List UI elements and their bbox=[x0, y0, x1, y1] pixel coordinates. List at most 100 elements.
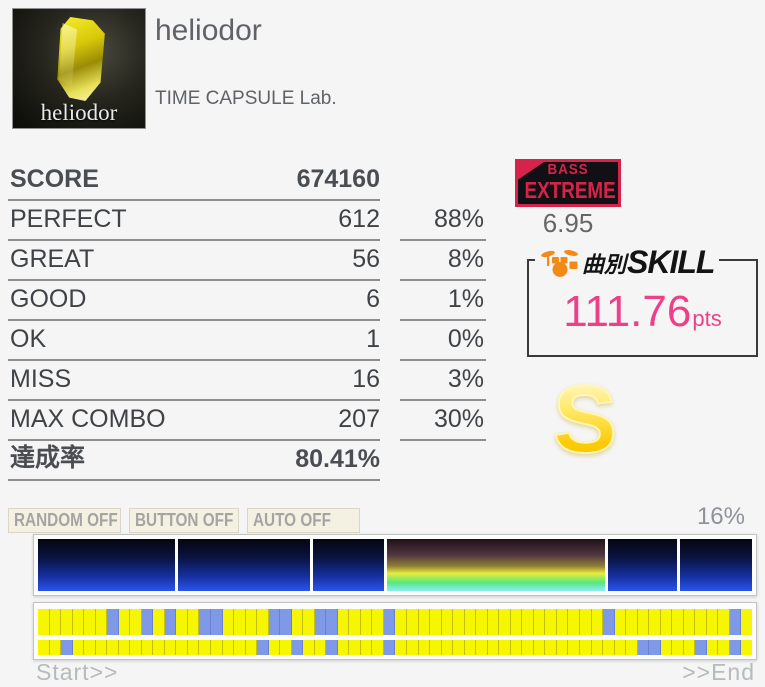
density-cell-yellow bbox=[487, 609, 500, 635]
density-cell-yellow bbox=[118, 609, 131, 635]
density-cell-yellow bbox=[522, 640, 534, 655]
song-title: heliodor bbox=[155, 14, 262, 47]
density-cell-yellow bbox=[476, 640, 488, 655]
jacket-caption: heliodor bbox=[40, 100, 118, 125]
density-cell-yellow bbox=[38, 609, 50, 635]
song-section-strip bbox=[33, 534, 757, 596]
divider bbox=[400, 239, 486, 241]
achievement-row: 達成率 80.41% bbox=[8, 441, 486, 481]
divider bbox=[8, 399, 380, 401]
density-cell-yellow bbox=[453, 609, 465, 635]
note-density-grid bbox=[33, 602, 757, 660]
achievement-label: 達成率 bbox=[10, 444, 86, 472]
achievement-value: 80.41% bbox=[295, 445, 380, 473]
density-cell-yellow bbox=[556, 609, 569, 635]
drum-kit-icon bbox=[541, 249, 578, 277]
density-cell-yellow bbox=[695, 609, 707, 635]
density-cell-yellow bbox=[291, 609, 304, 635]
density-cell-yellow bbox=[499, 640, 511, 655]
density-cell-blue bbox=[649, 640, 661, 655]
modifier-chip-label: RANDOM OFF bbox=[14, 510, 118, 530]
judgement-label: MAX COMBO bbox=[10, 405, 166, 433]
density-cell-yellow bbox=[706, 640, 719, 655]
density-cell-yellow bbox=[395, 640, 407, 655]
density-cell-yellow bbox=[303, 640, 315, 655]
density-cell-blue bbox=[326, 640, 338, 655]
density-cell-yellow bbox=[153, 609, 165, 635]
density-cell-yellow bbox=[337, 640, 350, 655]
density-cell-yellow bbox=[672, 609, 684, 635]
density-cell-yellow bbox=[222, 640, 235, 655]
table-row: MAX COMBO 207 30% bbox=[8, 401, 486, 441]
divider bbox=[400, 319, 486, 321]
density-cell-yellow bbox=[280, 640, 292, 655]
divider bbox=[8, 279, 380, 281]
density-cell-yellow bbox=[683, 609, 696, 635]
density-cell-yellow bbox=[141, 640, 154, 655]
density-cell-yellow bbox=[234, 640, 246, 655]
density-cell-yellow bbox=[568, 640, 580, 655]
density-cell-yellow bbox=[453, 640, 465, 655]
density-cell-yellow bbox=[579, 609, 592, 635]
judgement-label: OK bbox=[10, 325, 47, 353]
density-cell-blue bbox=[326, 609, 338, 635]
table-row: OK 1 0% bbox=[8, 321, 486, 361]
density-cell-yellow bbox=[603, 640, 615, 655]
density-cell-blue bbox=[383, 640, 396, 655]
score-rows: PERFECT 612 88% GREAT 56 8% GOOD 6 1% OK 1 0% MISS 16… bbox=[8, 201, 486, 441]
density-cell-yellow bbox=[407, 609, 419, 635]
density-cell-yellow bbox=[257, 609, 269, 635]
density-cell-yellow bbox=[430, 609, 442, 635]
judgement-count: 207 bbox=[338, 405, 380, 433]
timeline-start-label: Start>> bbox=[36, 659, 119, 685]
timeline-end-label: >>End bbox=[682, 659, 755, 685]
density-cell-blue bbox=[280, 609, 292, 635]
density-cell-blue bbox=[210, 609, 223, 635]
table-row: GREAT 56 8% bbox=[8, 241, 486, 281]
judgement-count: 1 bbox=[366, 325, 380, 353]
density-cell-yellow bbox=[187, 609, 200, 635]
density-row-upper bbox=[38, 609, 752, 635]
density-cell-yellow bbox=[510, 609, 523, 635]
density-cell-yellow bbox=[556, 640, 569, 655]
density-cell-yellow bbox=[683, 640, 696, 655]
density-row-lower bbox=[38, 640, 752, 655]
modifier-chip-button-off[interactable]: BUTTON OFF bbox=[129, 508, 239, 533]
density-cell-yellow bbox=[591, 640, 604, 655]
density-cell-blue bbox=[729, 609, 742, 635]
density-cell-yellow bbox=[210, 640, 223, 655]
density-cell-yellow bbox=[464, 609, 477, 635]
density-cell-yellow bbox=[176, 640, 188, 655]
density-cell-yellow bbox=[268, 640, 281, 655]
difficulty-badge: BASS EXTREME bbox=[515, 159, 621, 207]
density-cell-yellow bbox=[49, 609, 62, 635]
badge-difficulty-label: EXTREME bbox=[524, 177, 616, 203]
judgement-label: GREAT bbox=[10, 245, 95, 273]
density-cell-yellow bbox=[614, 640, 627, 655]
density-cell-yellow bbox=[418, 609, 431, 635]
density-cell-yellow bbox=[649, 609, 661, 635]
density-cell-blue bbox=[141, 609, 154, 635]
density-cell-yellow bbox=[245, 640, 258, 655]
modifier-chip-auto-off[interactable]: AUTO OFF bbox=[247, 508, 360, 533]
modifier-chip-random-off[interactable]: RANDOM OFF bbox=[8, 508, 121, 533]
judgement-percent: 1% bbox=[447, 285, 484, 313]
judgement-percent: 3% bbox=[447, 365, 484, 393]
skill-points-value: 111.76 bbox=[563, 287, 692, 336]
density-cell-blue bbox=[729, 640, 742, 655]
skill-logo-word: SKILL bbox=[627, 244, 715, 280]
divider bbox=[8, 239, 380, 241]
density-cell-yellow bbox=[407, 640, 419, 655]
density-cell-blue bbox=[637, 640, 650, 655]
density-cell-yellow bbox=[626, 609, 638, 635]
density-cell-yellow bbox=[245, 609, 258, 635]
density-cell-yellow bbox=[522, 609, 534, 635]
song-jacket[interactable]: heliodor bbox=[12, 8, 146, 129]
density-cell-yellow bbox=[579, 640, 592, 655]
divider bbox=[8, 439, 380, 441]
density-cell-yellow bbox=[706, 609, 719, 635]
table-row: PERFECT 612 88% bbox=[8, 201, 486, 241]
density-cell-yellow bbox=[395, 609, 407, 635]
divider bbox=[400, 399, 486, 401]
skill-box: 曲別 SKILL 111.76 pts bbox=[527, 244, 758, 357]
